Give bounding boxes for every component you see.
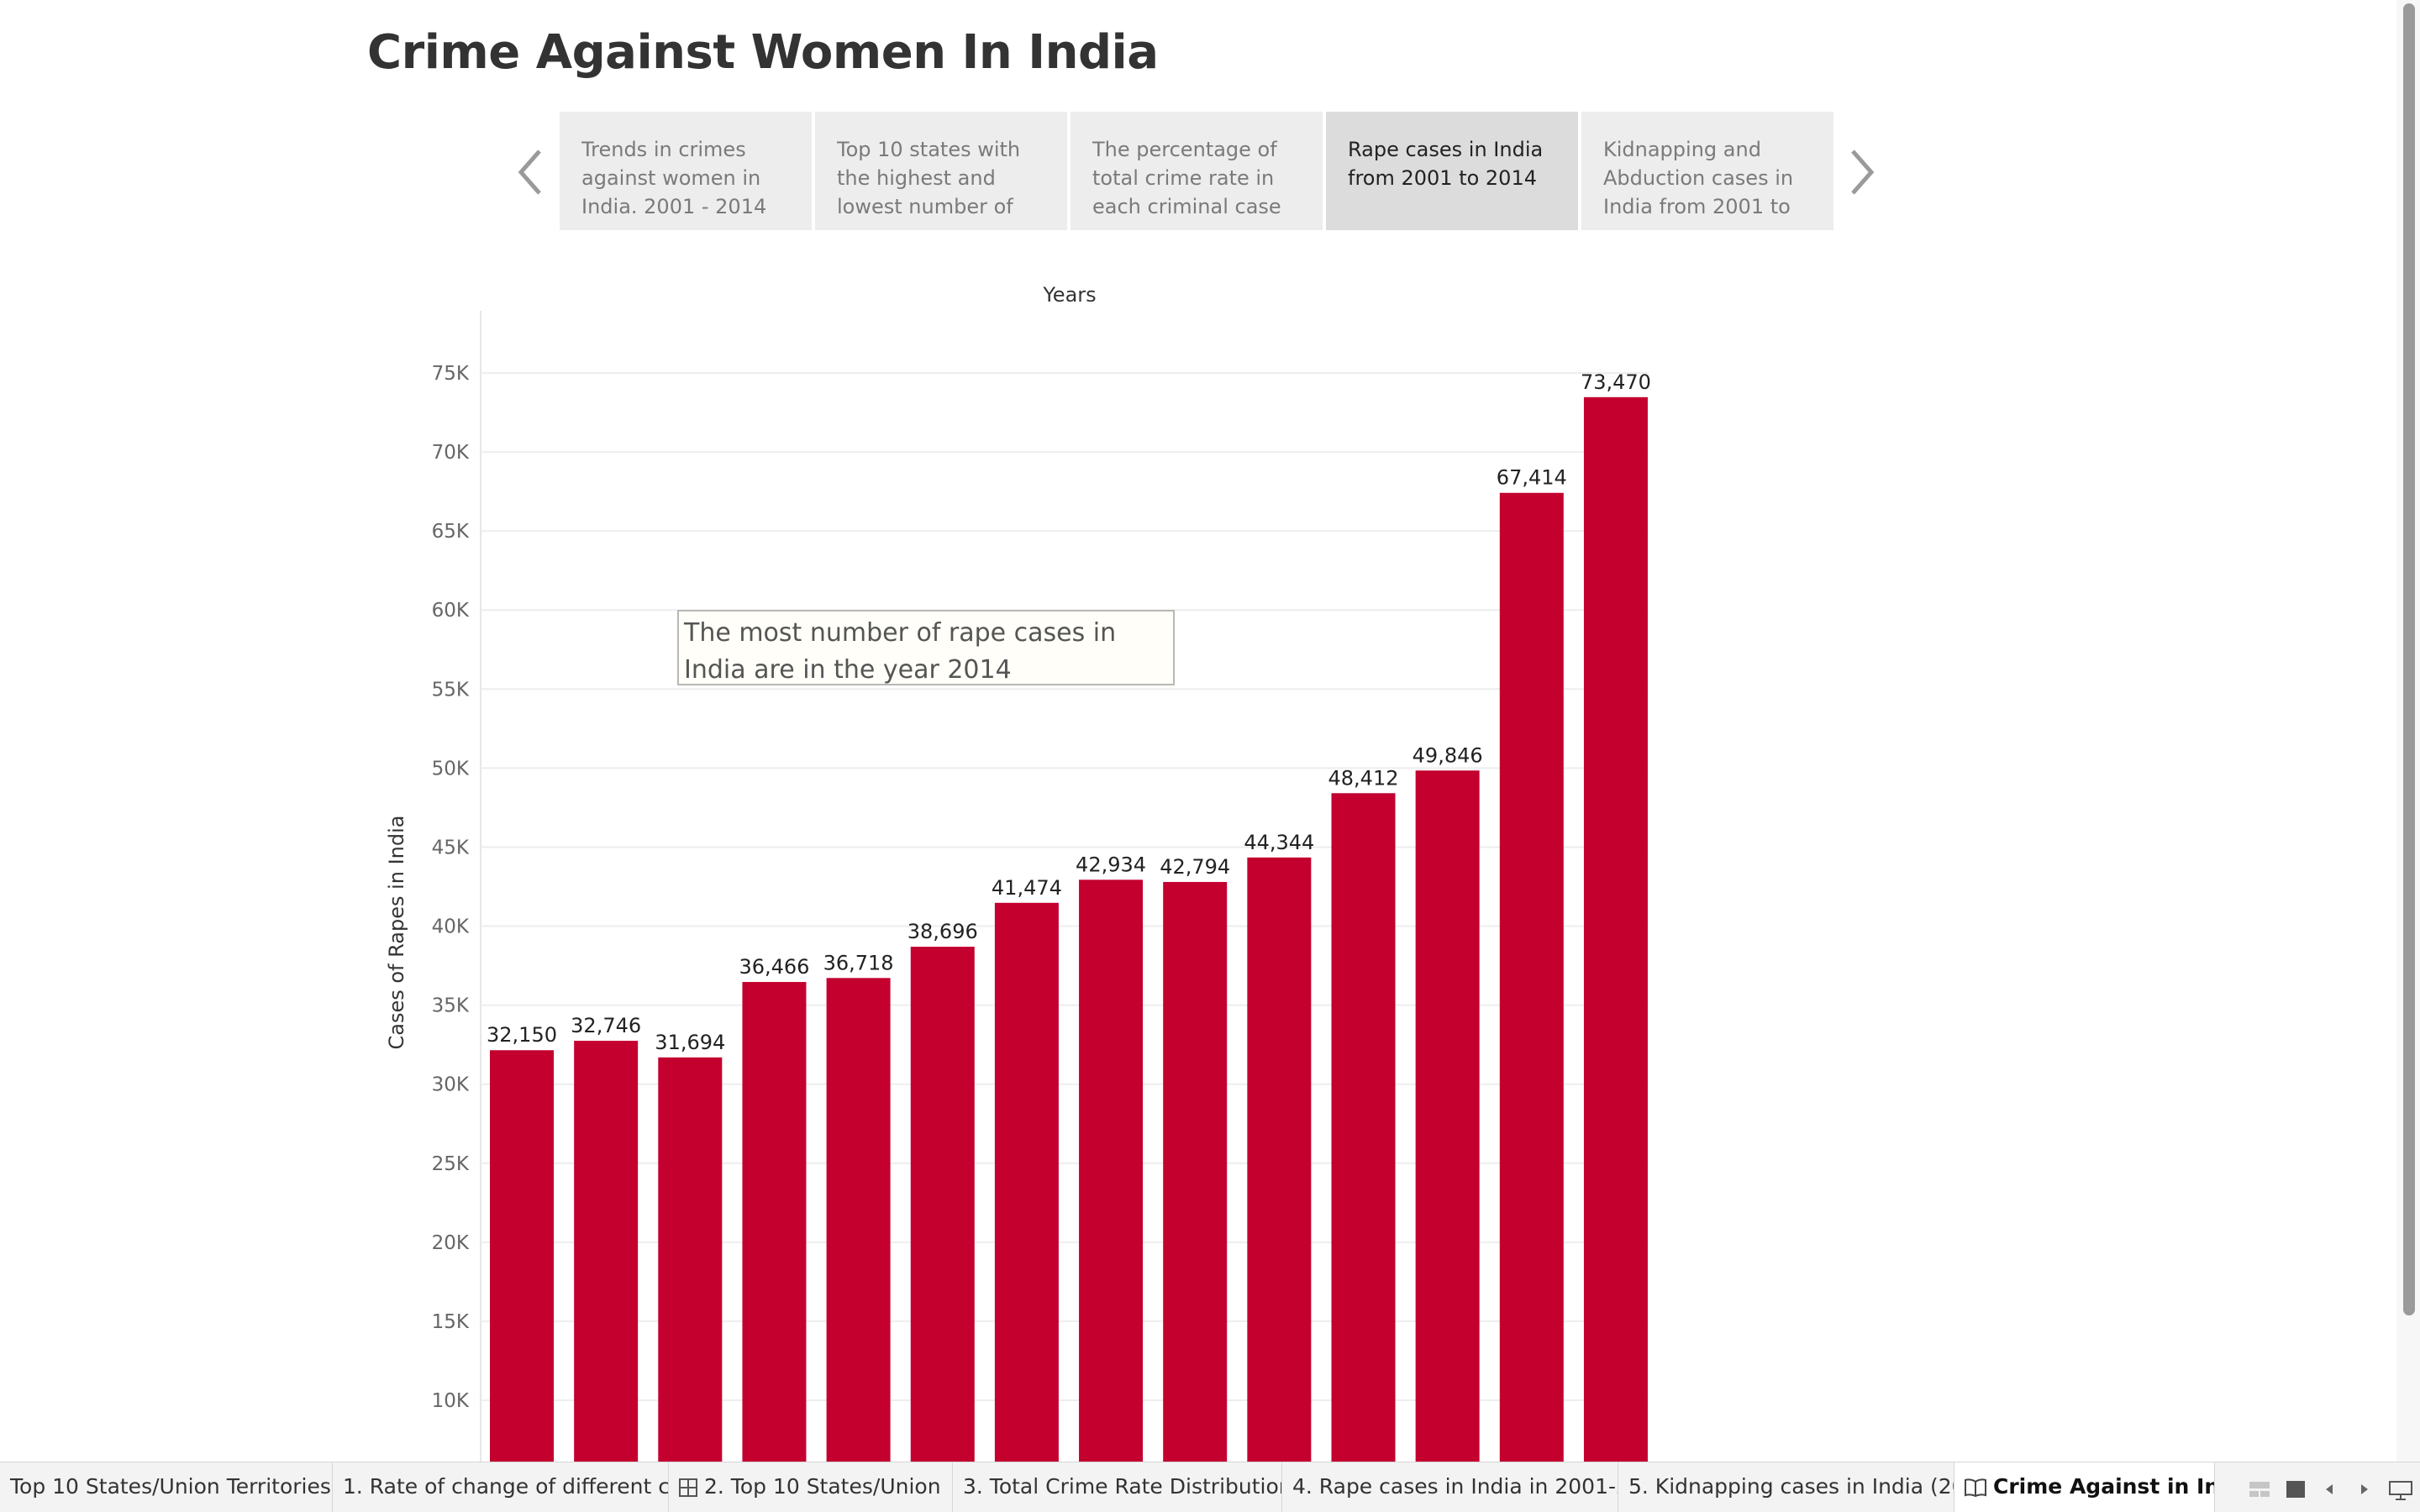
tab-prev-icon[interactable] — [2323, 1480, 2336, 1499]
grid-icon — [679, 1478, 697, 1497]
sheet-tab-label: 5. Kidnapping cases in India (20... — [1628, 1474, 1954, 1499]
x-axis-title: Years — [1042, 283, 1096, 307]
y-tick-label: 70K — [432, 442, 470, 464]
sheet-tab[interactable]: 4. Rape cases in India in 2001-2... — [1282, 1462, 1618, 1512]
data-label: 49,846 — [1413, 743, 1483, 767]
story-point-1[interactable]: Trends in crimes against women in India.… — [560, 112, 812, 230]
story-point-label: Kidnapping and Abduction cases in India … — [1603, 138, 1794, 218]
data-label: 42,794 — [1160, 855, 1230, 879]
y-axis-title: Cases of Rapes in India — [385, 815, 408, 1049]
bar[interactable] — [910, 947, 975, 1462]
y-tick-label: 10K — [432, 1390, 470, 1412]
story-point-2[interactable]: Top 10 states with the highest and lowes… — [815, 112, 1067, 230]
data-label: 44,344 — [1244, 831, 1314, 854]
y-tick-label: 75K — [432, 363, 470, 385]
data-label: 73,470 — [1581, 370, 1651, 394]
y-tick-label: 30K — [432, 1074, 470, 1096]
bar[interactable] — [826, 978, 891, 1462]
y-tick-label: 20K — [432, 1232, 470, 1254]
data-label: 32,746 — [571, 1014, 641, 1037]
data-label: 31,694 — [655, 1031, 725, 1054]
story-point-4[interactable]: Rape cases in India from 2001 to 2014 — [1326, 112, 1578, 230]
sheet-tab-label: Top 10 States/Union Territories ... — [10, 1474, 333, 1499]
chevron-right-icon[interactable] — [1844, 143, 1878, 202]
chevron-left-icon[interactable] — [514, 143, 548, 202]
story-point-label: Rape cases in India from 2001 to 2014 — [1348, 138, 1544, 190]
vertical-scrollbar[interactable] — [2396, 0, 2420, 1462]
data-labels: 32,150 32,746 31,694 36,466 36,718 38,696 41,4… — [487, 370, 1651, 1054]
bars — [490, 396, 1648, 1462]
filmstrip-icon[interactable] — [2286, 1480, 2306, 1499]
data-label: 41,474 — [992, 876, 1062, 900]
y-tick-label: 55K — [432, 679, 470, 701]
bar[interactable] — [1499, 492, 1564, 1462]
y-tick-label: 15K — [432, 1311, 470, 1333]
story-point-3[interactable]: The percentage of total crime rate in ea… — [1071, 112, 1323, 230]
data-label: 32,150 — [487, 1023, 557, 1047]
y-tick-label: 45K — [432, 837, 470, 858]
scrollbar-thumb[interactable] — [2403, 3, 2415, 1315]
sheet-tab-label: Crime Against in India — [1993, 1474, 2214, 1499]
bar-chart: 10K 15K 20K 25K 30K 35K 40K 45K 50K 55K 60K 65K 70K 7… — [385, 283, 1651, 1462]
story-point-label: The percentage of total crime rate in ea… — [1092, 138, 1281, 218]
bar[interactable] — [1247, 857, 1312, 1462]
sheet-tab-bar: Top 10 States/Union Territories ... 1. R… — [0, 1462, 2420, 1512]
data-label: 38,696 — [908, 920, 978, 943]
y-tick-label: 40K — [432, 916, 470, 938]
bar[interactable] — [574, 1041, 639, 1462]
y-tick-label: 65K — [432, 521, 470, 543]
bar[interactable] — [1331, 793, 1396, 1462]
y-tick-label: 35K — [432, 995, 470, 1017]
sheet-tab-label: 2. Top 10 States/Union — [704, 1474, 941, 1499]
sheet-tab[interactable]: 5. Kidnapping cases in India (20... — [1618, 1462, 1954, 1512]
story-book-icon — [1965, 1478, 1986, 1497]
sheet-tab-active[interactable]: Crime Against in India — [1954, 1462, 2215, 1512]
sheet-tab-label: 4. Rape cases in India in 2001-2... — [1292, 1474, 1618, 1499]
sheet-sorter-icon[interactable] — [2249, 1480, 2270, 1499]
sheet-tab-label: 3. Total Crime Rate Distribution f... — [963, 1474, 1282, 1499]
sheet-tab-label: 1. Rate of change of different cri... — [343, 1474, 669, 1499]
data-label: 67,414 — [1497, 466, 1567, 490]
story-point-label: Top 10 states with the highest and lowes… — [837, 138, 1021, 218]
data-label: 42,934 — [1076, 853, 1146, 876]
data-label: 36,718 — [823, 951, 894, 974]
bar[interactable] — [658, 1057, 723, 1462]
bar[interactable] — [1163, 881, 1228, 1462]
sheet-tab[interactable]: Top 10 States/Union Territories ... — [0, 1462, 333, 1512]
bar[interactable] — [490, 1050, 554, 1462]
sheet-tab[interactable]: 3. Total Crime Rate Distribution f... — [953, 1462, 1282, 1512]
tab-next-icon[interactable] — [2358, 1480, 2371, 1499]
bar[interactable] — [1415, 770, 1480, 1462]
y-tick-label: 25K — [432, 1153, 470, 1175]
data-label: 36,466 — [739, 955, 809, 979]
y-tick-label: 60K — [432, 600, 470, 622]
story-point-5[interactable]: Kidnapping and Abduction cases in India … — [1581, 112, 1833, 230]
bar[interactable] — [1583, 396, 1648, 1462]
bar[interactable] — [994, 902, 1059, 1462]
dashboard-title: Crime Against Women In India — [367, 25, 1159, 80]
data-label: 48,412 — [1328, 766, 1399, 790]
y-tick-label: 50K — [432, 758, 470, 780]
chart-annotation: The most number of rape cases in India a… — [677, 610, 1175, 685]
y-axis-ticks: 10K 15K 20K 25K 30K 35K 40K 45K 50K 55K 60K 65K 70K 7… — [432, 363, 470, 1412]
sheet-tab[interactable]: 2. Top 10 States/Union — [669, 1462, 953, 1512]
story-point-label: Trends in crimes against women in India.… — [581, 138, 767, 218]
sheet-tab[interactable]: 1. Rate of change of different cri... — [333, 1462, 669, 1512]
bar[interactable] — [1079, 879, 1144, 1462]
presentation-mode-icon[interactable] — [2388, 1480, 2413, 1500]
bar[interactable] — [742, 982, 807, 1462]
